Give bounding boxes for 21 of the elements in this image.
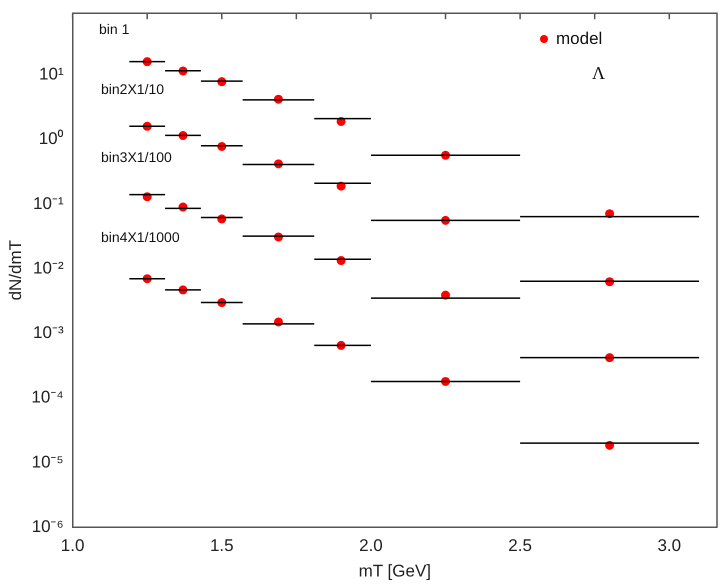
- x-tick-label: 3.0: [657, 536, 682, 556]
- annotation: bin3X1/100: [101, 149, 172, 165]
- y-tick-label: 10⁻¹: [33, 194, 64, 213]
- y-axis-title: dN/dmT: [6, 240, 25, 300]
- x-tick-label: 1.0: [60, 536, 84, 556]
- x-tick-label: 1.5: [210, 536, 234, 556]
- y-tick-label: 10⁻³: [33, 323, 64, 342]
- annotation: Λ: [592, 63, 606, 83]
- legend-label: model: [556, 29, 602, 48]
- y-tick-label: 10⁻⁵: [32, 452, 64, 472]
- y-tick-label: 10⁻⁶: [32, 516, 64, 536]
- y-tick-label: 10⁰: [38, 129, 64, 148]
- annotation: bin2X1/10: [101, 81, 164, 97]
- x-tick-label: 2.0: [359, 536, 383, 556]
- y-tick-label: 10¹: [39, 64, 64, 84]
- annotation: bin 1: [99, 21, 130, 37]
- annotation: bin4X1/1000: [101, 229, 180, 245]
- x-tick-label: 2.5: [508, 536, 532, 556]
- y-tick-label: 10⁻⁴: [31, 388, 64, 407]
- y-tick-label: 10⁻²: [33, 258, 64, 278]
- x-axis-title: mT [GeV]: [358, 561, 432, 580]
